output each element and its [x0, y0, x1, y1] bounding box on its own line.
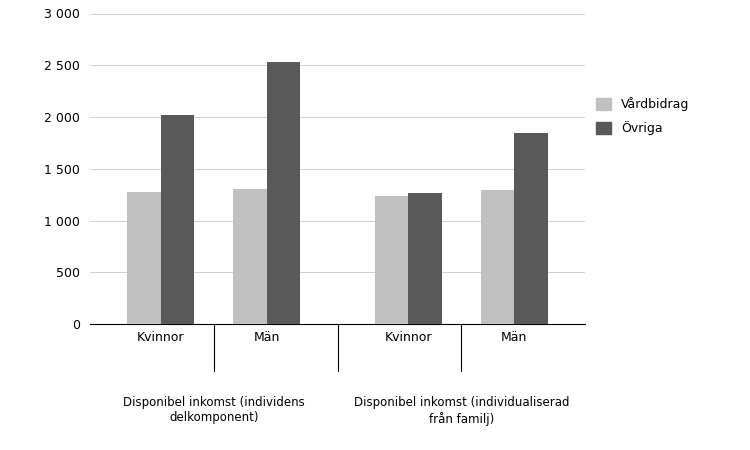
- Text: Disponibel inkomst (individens
delkomponent): Disponibel inkomst (individens delkompon…: [123, 396, 304, 424]
- Bar: [481, 190, 514, 324]
- Bar: [160, 115, 194, 324]
- Bar: [233, 189, 267, 324]
- Bar: [267, 62, 300, 324]
- Legend: Vårdbidrag, Övriga: Vårdbidrag, Övriga: [596, 97, 689, 135]
- Bar: [514, 132, 548, 324]
- Bar: [127, 192, 160, 324]
- Bar: [408, 193, 442, 324]
- Text: Disponibel inkomst (individualiserad
från familj): Disponibel inkomst (individualiserad frå…: [353, 396, 569, 426]
- Bar: [374, 196, 408, 324]
